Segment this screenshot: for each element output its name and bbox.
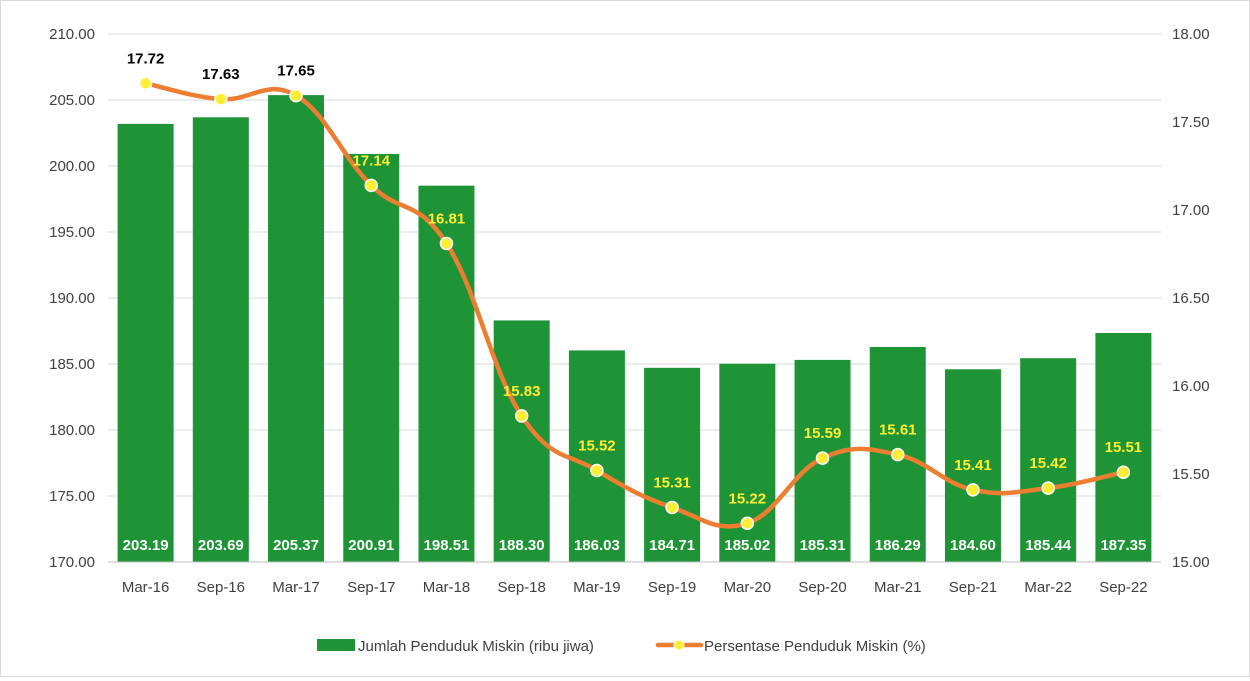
left-tick-label: 210.00 bbox=[49, 26, 95, 43]
line-marker bbox=[364, 178, 378, 193]
right-tick-label: 16.50 bbox=[1172, 290, 1210, 307]
bar-value-label: 205.37 bbox=[273, 537, 319, 554]
line-marker bbox=[439, 236, 454, 251]
line-marker bbox=[590, 463, 604, 478]
left-tick-label: 170.00 bbox=[49, 554, 95, 571]
bar bbox=[568, 350, 625, 562]
left-y-axis: 170.00 175.00 180.00 185.00 190.00 195.00 200.… bbox=[49, 26, 95, 571]
bar bbox=[644, 367, 701, 562]
percentage-label: 15.41 bbox=[954, 457, 992, 474]
x-axis: Mar-16 Sep-16 Mar-17 Sep-17 Mar-18 Sep-18 Mar-… bbox=[122, 579, 1148, 596]
left-tick-label: 200.00 bbox=[49, 158, 95, 175]
percentage-label: 17.65 bbox=[277, 63, 315, 80]
legend-line-marker bbox=[673, 639, 685, 651]
percentage-label: 16.81 bbox=[428, 210, 466, 227]
line-marker bbox=[891, 447, 905, 462]
category-label: Mar-21 bbox=[874, 579, 922, 596]
legend-line-label: Persentase Penduduk Miskin (%) bbox=[704, 638, 926, 655]
category-label: Mar-20 bbox=[724, 579, 772, 596]
gridlines bbox=[108, 33, 1161, 497]
right-tick-label: 17.50 bbox=[1172, 114, 1210, 131]
line-marker bbox=[665, 500, 679, 515]
left-tick-label: 190.00 bbox=[49, 290, 95, 307]
percentage-label: 15.83 bbox=[503, 383, 541, 400]
bar bbox=[1020, 358, 1077, 562]
bar bbox=[719, 363, 776, 562]
line-marker bbox=[214, 92, 228, 106]
percentage-label: 15.51 bbox=[1105, 439, 1143, 456]
percentage-label: 17.63 bbox=[202, 66, 240, 83]
category-label: Sep-20 bbox=[798, 579, 846, 596]
line-marker bbox=[1041, 481, 1055, 495]
bar-value-label: 187.35 bbox=[1100, 537, 1146, 554]
line-series: 17.72 17.63 17.65 17.14 16.81 15.83 15.52 15.31… bbox=[127, 50, 1143, 531]
category-label: Mar-17 bbox=[272, 579, 320, 596]
bar bbox=[343, 153, 400, 562]
line-marker bbox=[514, 409, 529, 423]
bar-value-label: 203.19 bbox=[123, 537, 169, 554]
category-label: Mar-19 bbox=[573, 579, 621, 596]
category-label: Sep-19 bbox=[648, 579, 696, 596]
category-label: Mar-18 bbox=[423, 579, 471, 596]
percentage-label: 15.52 bbox=[578, 437, 616, 454]
right-tick-label: 16.00 bbox=[1172, 378, 1210, 395]
line-marker bbox=[289, 88, 303, 103]
percentage-label: 17.14 bbox=[352, 152, 390, 169]
line-marker bbox=[815, 451, 830, 465]
right-y-axis: 15.00 15.50 16.00 16.50 17.00 17.50 18.00 bbox=[1172, 26, 1210, 571]
percentage-label: 15.61 bbox=[879, 422, 917, 439]
bar-value-label: 188.30 bbox=[499, 537, 545, 554]
percentage-label: 15.22 bbox=[729, 490, 767, 507]
legend-bar-swatch bbox=[317, 639, 355, 651]
percentage-label: 15.42 bbox=[1029, 455, 1067, 472]
percentage-label: 17.72 bbox=[127, 50, 165, 67]
left-tick-label: 185.00 bbox=[49, 356, 95, 373]
bar-value-label: 186.29 bbox=[875, 537, 921, 554]
line-marker bbox=[740, 516, 755, 531]
bar bbox=[268, 95, 325, 562]
bar-value-label: 185.31 bbox=[800, 537, 846, 554]
line-marker bbox=[138, 76, 153, 91]
line-marker bbox=[966, 483, 980, 497]
category-label: Sep-16 bbox=[197, 579, 245, 596]
bar-value-label: 184.60 bbox=[950, 537, 996, 554]
bar-value-label: 185.44 bbox=[1025, 537, 1072, 554]
percentage-label: 15.31 bbox=[653, 474, 691, 491]
bar-value-label: 203.69 bbox=[198, 537, 244, 554]
right-tick-label: 15.50 bbox=[1172, 466, 1210, 483]
left-tick-label: 180.00 bbox=[49, 422, 95, 439]
right-tick-label: 15.00 bbox=[1172, 554, 1210, 571]
bar-value-label: 185.02 bbox=[724, 537, 770, 554]
category-label: Sep-21 bbox=[949, 579, 997, 596]
legend-bar-label: Jumlah Penduduk Miskin (ribu jiwa) bbox=[358, 638, 594, 655]
bar-value-label: 200.91 bbox=[348, 537, 394, 554]
legend: Jumlah Penduduk Miskin (ribu jiwa) Persen… bbox=[317, 638, 926, 655]
bar bbox=[1095, 332, 1152, 562]
left-tick-label: 205.00 bbox=[49, 92, 95, 109]
bar-series: 203.19 203.69 205.37 200.91 198.51 188.30 186.… bbox=[117, 95, 1152, 563]
right-tick-label: 17.00 bbox=[1172, 202, 1210, 219]
bar bbox=[944, 369, 1001, 562]
category-label: Sep-17 bbox=[347, 579, 395, 596]
line-marker bbox=[1116, 465, 1131, 479]
bar-value-label: 198.51 bbox=[424, 537, 470, 554]
bar bbox=[192, 117, 249, 563]
left-tick-label: 195.00 bbox=[49, 224, 95, 241]
category-label: Mar-22 bbox=[1024, 579, 1072, 596]
category-label: Mar-16 bbox=[122, 579, 170, 596]
category-label: Sep-22 bbox=[1099, 579, 1147, 596]
bar-value-label: 186.03 bbox=[574, 537, 620, 554]
category-label: Sep-18 bbox=[497, 579, 545, 596]
percentage-label: 15.59 bbox=[804, 425, 842, 442]
right-tick-label: 18.00 bbox=[1172, 26, 1210, 43]
left-tick-label: 175.00 bbox=[49, 488, 95, 505]
bar-value-label: 184.71 bbox=[649, 537, 695, 554]
bar bbox=[117, 123, 174, 562]
